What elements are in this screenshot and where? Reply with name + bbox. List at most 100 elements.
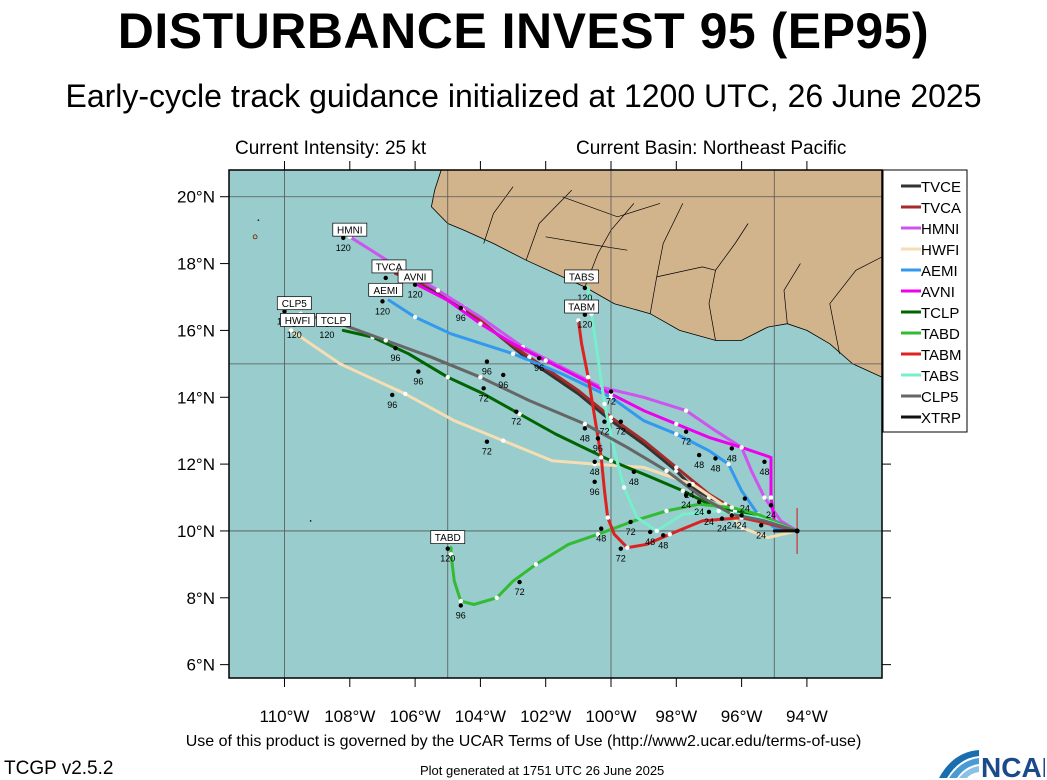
version-label: TCGP v2.5.2 <box>4 758 114 779</box>
track-point-tabm <box>576 318 581 323</box>
lon-tick-label: 100°W <box>585 707 636 726</box>
track-point-tabm <box>667 532 672 537</box>
forecast-hour-label: 96 <box>456 313 466 323</box>
forecast-hour-label: 24 <box>704 517 714 527</box>
model-tag-text: AEMI <box>373 286 397 297</box>
track-avni <box>413 282 799 533</box>
forecast-hour-label: 96 <box>391 353 401 363</box>
lat-tick-label: 20°N <box>177 188 215 207</box>
track-point-hwfi <box>501 438 506 443</box>
current-intensity: Current Intensity: 25 kt <box>235 138 427 159</box>
forecast-dot <box>536 355 542 361</box>
forecast-dot <box>758 523 764 528</box>
forecast-hour-label: 24 <box>737 520 747 530</box>
storm-origin <box>794 507 800 554</box>
track-point-avni <box>543 358 548 363</box>
forecast-hour-label: 96 <box>413 377 423 387</box>
model-tag-box <box>280 313 315 327</box>
forecast-hour-label: 24 <box>740 504 750 514</box>
legend-label: TVCA <box>921 200 961 217</box>
model-tag-clp5: CLP5 <box>276 296 312 310</box>
track-point-tabd <box>458 598 464 604</box>
model-tag-box <box>564 269 599 284</box>
forecast-hour-label: 72 <box>616 554 626 564</box>
current-basin: Current Basin: Northeast Pacific <box>576 138 847 159</box>
forecast-dot <box>416 369 421 374</box>
forecast-hour-label: 120 <box>408 290 423 300</box>
axis-ticks: 110°W 108°W 106°W 104°W 102°W 100°W 98°W 96°W 94… <box>177 161 891 726</box>
model-tag-text: HWFI <box>285 316 311 327</box>
forecast-dot <box>383 275 388 281</box>
state-border <box>829 256 882 354</box>
track-point-aemi <box>726 461 731 467</box>
forecast-dot <box>713 456 718 461</box>
forecast-dot <box>393 345 398 351</box>
state-border <box>483 186 514 244</box>
forecast-hour-label: 96 <box>593 443 603 453</box>
forecast-dot <box>739 513 744 518</box>
forecast-dot <box>481 386 486 391</box>
forecast-hour-label: 120 <box>319 330 334 340</box>
forecast-dot <box>595 436 601 441</box>
lat-tick-label: 8°N <box>186 589 215 608</box>
forecast-hour-label: 72 <box>482 447 492 457</box>
forecast-hour-label: 48 <box>645 537 655 547</box>
lat-tick-label: 10°N <box>177 522 215 541</box>
model-tag-tclp: TCLP <box>316 313 351 327</box>
model-tag-box <box>430 530 466 544</box>
track-point-hmni <box>683 408 689 413</box>
legend-label: XTRP <box>921 410 961 427</box>
forecast-hour-label: 24 <box>681 500 691 510</box>
forecast-dot <box>706 509 712 515</box>
map-frame <box>228 169 883 679</box>
model-tag-box <box>332 222 368 237</box>
state-border <box>525 189 573 261</box>
lat-tick-label: 6°N <box>186 656 215 675</box>
model-tag-hwfi: HWFI <box>280 313 315 327</box>
legend-label: AEMI <box>921 263 958 280</box>
track-hmni <box>348 235 799 533</box>
legend-label: TABS <box>921 368 959 385</box>
track-point-tabm <box>599 455 604 460</box>
track-tabm <box>576 318 799 550</box>
legend: TVCE TVCA HMNI HWFI AEMI AVNI TCLP TABD TABM TABS… <box>882 169 968 433</box>
forecast-hour-label: 72 <box>479 393 489 403</box>
track-point-avni <box>478 321 483 326</box>
forecast-hour-label: 72 <box>599 427 609 437</box>
generated-timestamp: Plot generated at 1751 UTC 26 June 2025 <box>420 763 665 778</box>
forecast-dot <box>683 493 689 498</box>
forecast-dot <box>380 299 385 304</box>
track-point-aemi <box>412 314 418 320</box>
track-point-tabd <box>494 595 499 600</box>
track-point-hwfi <box>403 391 408 397</box>
track-point-tabm <box>585 375 591 380</box>
track-point-tabs <box>602 401 607 407</box>
state-border <box>649 203 684 314</box>
lat-tick-label: 18°N <box>177 255 215 274</box>
lon-tick-label: 110°W <box>260 707 310 726</box>
forecast-dot <box>729 513 735 518</box>
island <box>257 219 260 221</box>
track-point-tvca <box>527 354 532 360</box>
forecast-dot <box>514 409 519 414</box>
model-tag-tvca: TVCA <box>371 259 407 273</box>
forecast-hour-label: 96 <box>498 380 508 390</box>
track-point-tabs <box>716 508 721 514</box>
forecast-hour-label: 24 <box>766 510 776 520</box>
forecast-dot <box>729 446 735 451</box>
forecast-hour-label: 72 <box>606 397 616 407</box>
forecast-dot <box>628 519 633 525</box>
model-tag-tabm: TABM <box>564 299 599 314</box>
forecast-dot <box>768 503 774 508</box>
track-point-tabd <box>533 562 539 567</box>
track-point-clp5 <box>383 338 388 343</box>
forecast-hour-label: 48 <box>596 534 606 544</box>
track-point-tabd <box>448 552 454 557</box>
forecast-dot <box>683 429 689 434</box>
legend-box <box>882 169 968 433</box>
forecast-hour-label: 48 <box>580 433 590 443</box>
lon-tick-label: 98°W <box>655 707 697 726</box>
lat-tick-label: 14°N <box>177 388 215 407</box>
forecast-dot <box>582 285 588 291</box>
subtitle: Early-cycle track guidance initialized a… <box>65 78 982 114</box>
